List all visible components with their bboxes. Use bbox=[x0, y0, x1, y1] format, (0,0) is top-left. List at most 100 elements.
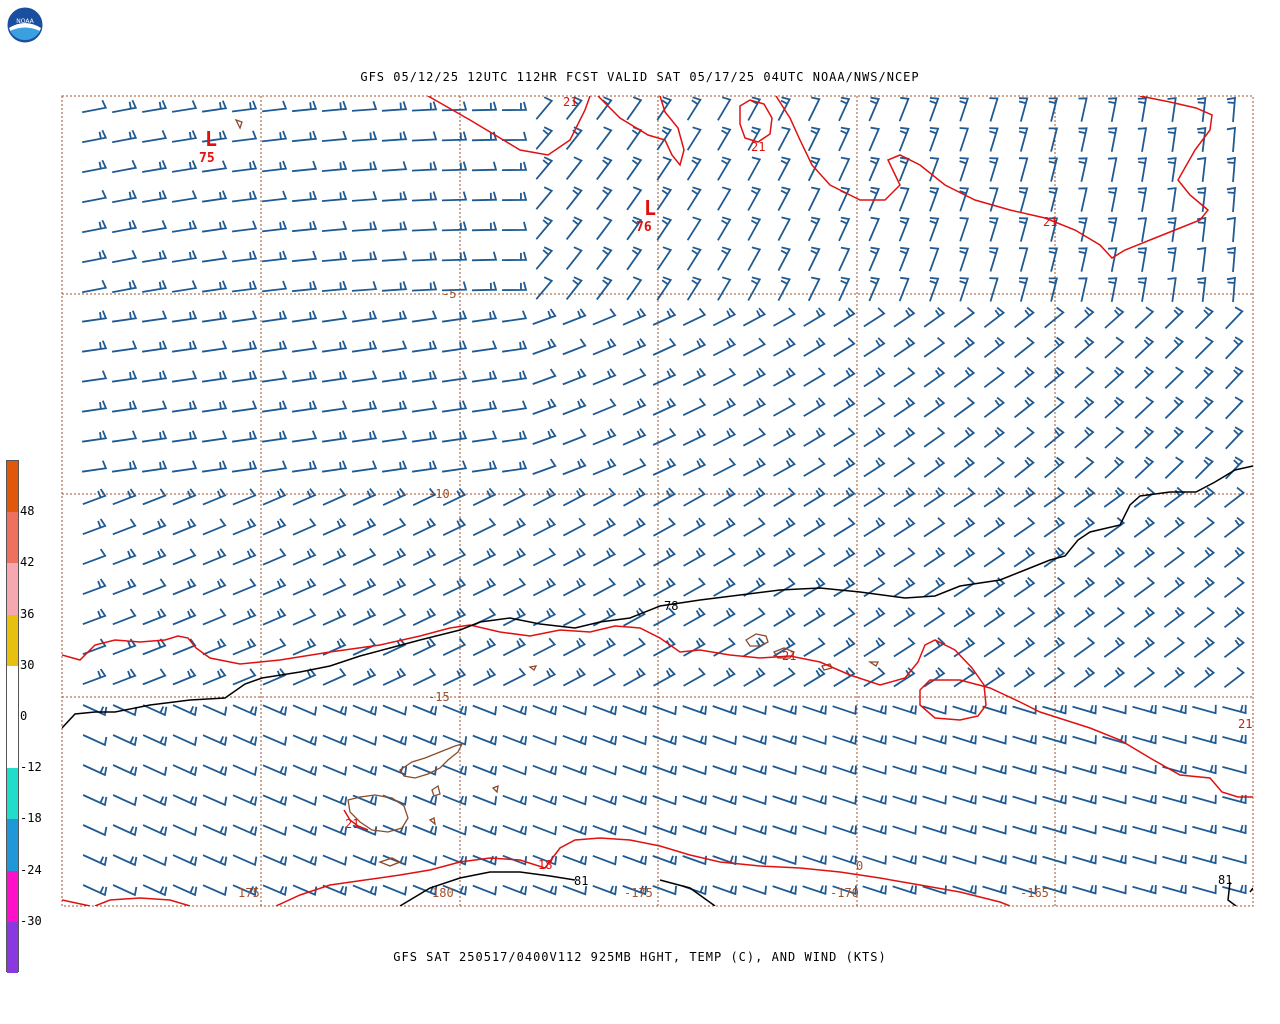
wind-barb bbox=[1163, 636, 1186, 658]
wind-barb bbox=[833, 607, 856, 628]
wind-barb bbox=[472, 704, 498, 716]
wind-barb bbox=[201, 100, 228, 113]
wind-barb bbox=[1225, 306, 1244, 330]
wind-barb bbox=[412, 794, 438, 806]
wind-barb bbox=[231, 370, 258, 383]
wind-barb bbox=[807, 96, 821, 122]
wind-barb bbox=[622, 855, 647, 866]
wind-barb bbox=[202, 548, 227, 566]
wind-barb bbox=[322, 854, 348, 866]
wind-barb bbox=[82, 159, 108, 174]
wind-barb bbox=[502, 734, 528, 746]
wind-barb bbox=[112, 794, 138, 807]
wind-barb bbox=[352, 548, 377, 566]
wind-barb bbox=[717, 246, 732, 271]
wind-barb bbox=[923, 517, 946, 538]
wind-barb bbox=[412, 577, 437, 597]
wind-barb bbox=[982, 735, 1007, 745]
wind-barb bbox=[683, 487, 706, 507]
wind-barb bbox=[652, 337, 677, 356]
wind-barb bbox=[112, 704, 138, 717]
wind-barb bbox=[712, 367, 737, 387]
wind-barb bbox=[626, 246, 643, 271]
wind-barb bbox=[1108, 127, 1118, 152]
wind-barb bbox=[381, 281, 408, 292]
wind-barb bbox=[1108, 277, 1118, 302]
wind-barb bbox=[472, 824, 498, 836]
wind-barb bbox=[1013, 577, 1036, 598]
wind-barb bbox=[1194, 336, 1214, 360]
wind-barb bbox=[231, 430, 258, 443]
wind-barb bbox=[112, 488, 137, 506]
wind-barb bbox=[686, 96, 702, 121]
wind-barb bbox=[172, 824, 198, 837]
wind-barb bbox=[231, 250, 258, 263]
wind-barb bbox=[1193, 636, 1216, 659]
wind-barb bbox=[201, 370, 228, 383]
wind-barb bbox=[441, 310, 468, 323]
wind-barb bbox=[868, 126, 880, 152]
wind-barb bbox=[868, 186, 880, 212]
wind-barb bbox=[142, 250, 168, 263]
wind-barb bbox=[923, 577, 946, 598]
wind-barb bbox=[535, 216, 554, 240]
wind-barb bbox=[292, 734, 318, 746]
wind-barb bbox=[622, 885, 647, 896]
wind-barb bbox=[261, 250, 288, 263]
wind-barb bbox=[1132, 704, 1157, 715]
wind-barb bbox=[532, 734, 558, 746]
wind-barb bbox=[626, 156, 643, 181]
wind-barb bbox=[1018, 247, 1029, 272]
wind-barb bbox=[838, 276, 851, 302]
noaa-logo-text: NOAA bbox=[16, 18, 34, 25]
fiji-viti-levu bbox=[347, 794, 409, 833]
wind-barb bbox=[622, 368, 647, 386]
wind-barb bbox=[565, 216, 583, 240]
islet-4 bbox=[867, 661, 880, 667]
wind-barb bbox=[562, 794, 588, 806]
wind-barb bbox=[592, 704, 618, 716]
wind-barb bbox=[959, 277, 970, 302]
wind-barb bbox=[112, 189, 138, 204]
wind-barb bbox=[201, 190, 228, 203]
wind-barb bbox=[502, 517, 527, 537]
wind-barb bbox=[898, 126, 910, 152]
wind-barb bbox=[291, 340, 318, 353]
wind-barb bbox=[653, 607, 676, 627]
wind-barb bbox=[982, 705, 1007, 715]
wind-barb bbox=[502, 824, 528, 836]
colorbar-label: 36 bbox=[20, 606, 35, 621]
wind-barb bbox=[743, 547, 766, 567]
wind-barb bbox=[532, 824, 558, 836]
wind-barb bbox=[1012, 705, 1037, 715]
wind-barb bbox=[863, 517, 886, 538]
wind-barb bbox=[1012, 735, 1037, 745]
wind-barb bbox=[441, 400, 468, 413]
wind-barb bbox=[382, 547, 407, 566]
wind-barb bbox=[807, 276, 821, 302]
wind-barb bbox=[201, 310, 228, 323]
wind-barb bbox=[862, 735, 887, 745]
wind-barb bbox=[777, 126, 791, 152]
wind-barb bbox=[1194, 426, 1214, 450]
wind-barb bbox=[262, 608, 287, 626]
wind-barb bbox=[172, 548, 197, 566]
wind-barb bbox=[1108, 187, 1118, 212]
wind-barb bbox=[262, 764, 288, 776]
wind-barb bbox=[381, 370, 408, 383]
wind-barb bbox=[232, 638, 257, 656]
wind-barb bbox=[656, 156, 673, 181]
height-contour-81 bbox=[399, 871, 576, 906]
temp-contour-label: 21 bbox=[345, 817, 359, 831]
wind-barb bbox=[742, 397, 767, 417]
wind-barb bbox=[893, 337, 916, 358]
wind-barb bbox=[802, 855, 827, 866]
wind-barb bbox=[142, 884, 168, 897]
wind-barb bbox=[1013, 487, 1036, 508]
wind-barb bbox=[351, 400, 378, 413]
wind-barb bbox=[1048, 157, 1059, 182]
wind-barb bbox=[352, 854, 378, 866]
wind-barb bbox=[623, 547, 646, 567]
temp-contour-label: 18 bbox=[538, 858, 552, 872]
wind-barb bbox=[411, 161, 438, 172]
